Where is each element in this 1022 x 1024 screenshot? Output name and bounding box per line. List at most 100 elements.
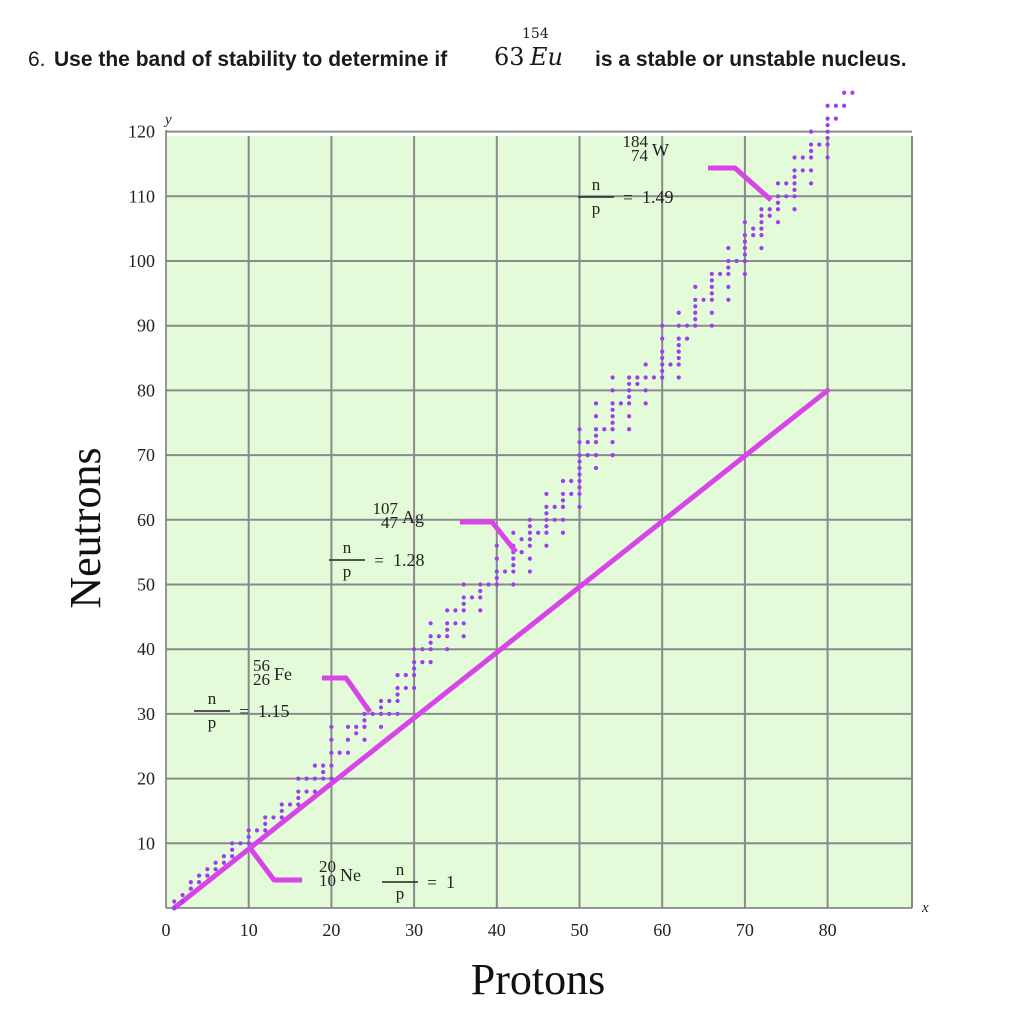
callout-leader-line [708, 165, 773, 202]
stable-nuclide-point [842, 90, 847, 95]
stable-nuclide-point [345, 737, 351, 742]
stable-nuclide-point [693, 323, 698, 328]
stable-nuclide-point [412, 672, 417, 678]
stable-nuclide-point [486, 582, 491, 587]
stable-nuclide-point [775, 200, 781, 205]
stable-nuclide-point [527, 524, 532, 529]
stable-nuclide-point [676, 349, 681, 354]
stable-nuclide-point [767, 213, 772, 218]
stable-nuclide-point [362, 711, 367, 717]
grid-lines [166, 130, 913, 908]
stable-nuclide-point [610, 401, 615, 406]
ratio-denominator: p [343, 562, 352, 581]
stable-nuclide-point [693, 304, 698, 309]
stable-nuclide-point [627, 401, 632, 406]
stable-nuclide-point [610, 375, 615, 380]
stable-nuclide-point [544, 491, 549, 497]
stable-nuclide-point [742, 252, 748, 257]
stable-nuclide-point [329, 750, 334, 755]
stable-nuclide-point [627, 414, 632, 419]
stable-nuclide-point [370, 711, 375, 717]
stable-nuclide-point [428, 634, 433, 639]
stable-nuclide-point [775, 194, 781, 199]
stable-nuclide-point [519, 550, 524, 555]
stable-nuclide-point [519, 537, 524, 542]
x-axis-letter: x [921, 900, 929, 916]
stable-nuclide-point [478, 595, 483, 600]
stable-nuclide-point [742, 233, 748, 238]
y-tick-label: 90 [137, 316, 155, 336]
stable-nuclide-point [445, 634, 450, 639]
stable-nuclide-point [660, 336, 665, 341]
stable-nuclide-point [792, 181, 797, 186]
stable-nuclide-point [577, 485, 582, 490]
isotope-mass-number: 20 [319, 857, 336, 876]
stable-nuclide-point [511, 569, 516, 574]
stable-nuclide-point [362, 724, 367, 729]
stable-nuclide-point [494, 543, 499, 548]
stable-nuclide-point [395, 685, 400, 691]
stable-nuclide-point [188, 886, 193, 891]
stable-nuclide-point [767, 207, 772, 212]
stable-nuclide-point [593, 433, 599, 438]
stable-nuclide-point [825, 123, 830, 128]
stable-nuclide-point [478, 582, 483, 587]
stable-nuclide-point [825, 135, 830, 141]
stable-nuclide-point [676, 336, 681, 341]
stable-nuclide-point [494, 569, 499, 574]
stable-nuclide-point [825, 142, 830, 147]
stable-nuclide-point [329, 763, 334, 768]
stable-nuclide-point [759, 233, 764, 238]
stable-nuclide-point [527, 543, 532, 548]
plot-background [166, 136, 912, 908]
stable-nuclide-point [321, 776, 326, 781]
stable-nuclide-point [676, 375, 681, 380]
stable-nuclide-point [577, 440, 582, 445]
stable-nuclide-point [726, 258, 731, 264]
stable-nuclide-point [676, 343, 681, 348]
stable-nuclide-point [246, 841, 251, 846]
stable-nuclide-point [263, 821, 268, 826]
stable-nuclide-point [254, 828, 260, 833]
stable-nuclide-point [445, 608, 450, 613]
stable-nuclide-point [660, 362, 665, 367]
stable-nuclide-point [494, 582, 499, 587]
stable-nuclide-point [354, 724, 359, 729]
stable-nuclide-point [378, 698, 384, 704]
question-number: 6. [28, 48, 46, 71]
stable-nuclide-point [428, 660, 433, 665]
stable-nuclide-point [412, 647, 417, 652]
stable-nuclide-point [684, 336, 690, 341]
stable-nuclide-point [842, 103, 847, 108]
stable-nuclide-point [833, 103, 838, 108]
stable-nuclide-point [420, 660, 425, 665]
x-tick-label: 50 [571, 920, 589, 940]
stable-nuclide-point [701, 297, 706, 302]
stable-nuclide-point [627, 388, 632, 393]
stable-nuclide-point [800, 155, 805, 160]
stable-nuclide-point [792, 207, 797, 212]
equals-sign: = [239, 702, 249, 721]
stable-nuclide-point [527, 517, 532, 522]
stable-nuclide-point [238, 841, 243, 846]
x-tick-label: 40 [488, 920, 506, 940]
stable-nuclide-point [279, 808, 284, 814]
isotope-symbol: W [652, 140, 669, 160]
stable-nuclide-point [577, 459, 582, 464]
stable-nuclide-point [246, 828, 251, 833]
stable-nuclide-point [577, 491, 582, 497]
y-tick-label: 40 [137, 639, 155, 659]
stable-nuclide-point [742, 258, 748, 264]
stable-nuclide-point [445, 647, 450, 652]
x-tick-label: 0 [162, 920, 171, 940]
stable-nuclide-point [742, 245, 748, 251]
ratio-numerator: n [208, 689, 217, 708]
stable-nuclide-point [742, 239, 748, 244]
x-tick-label: 60 [653, 920, 671, 940]
y-tick-label: 50 [137, 575, 155, 595]
stable-nuclide-point [296, 789, 301, 794]
stable-nuclide-point [660, 375, 665, 380]
